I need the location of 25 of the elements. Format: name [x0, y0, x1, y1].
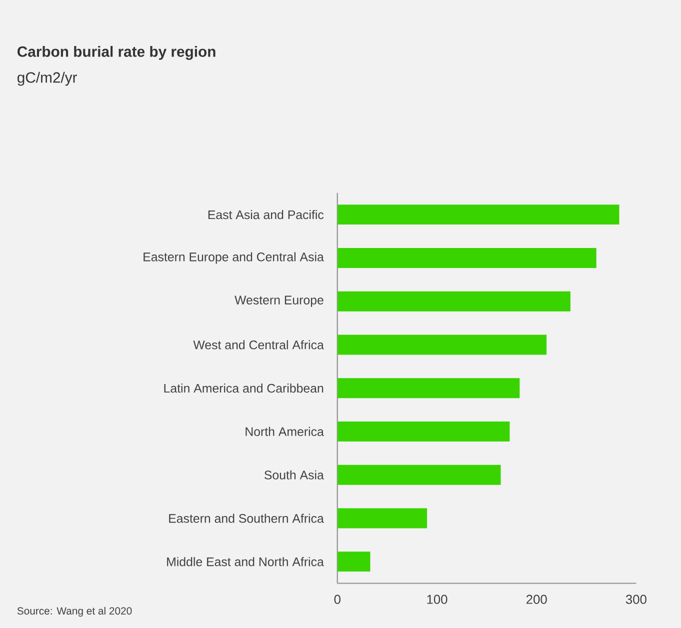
bar	[337, 421, 510, 442]
x-tick-label: 200	[526, 594, 547, 604]
y-tick-label: North America	[246, 426, 324, 436]
y-tick-label: West and Central Africa	[193, 340, 324, 350]
text: Carbon burial rate by region	[18, 46, 216, 60]
source-note: Source: Wang et al 2020	[17, 606, 132, 616]
y-tick-label: Latin America and Caribbean	[164, 383, 324, 392]
bar	[337, 248, 596, 268]
bar	[337, 551, 370, 572]
y-tick-label: Middle East and North Africa	[167, 556, 324, 566]
y-tick-label: Eastern Europe and Central Asia	[144, 252, 324, 264]
bar	[337, 508, 428, 528]
x-tick-label: 100	[427, 594, 448, 604]
y-tick-label: East Asia and Pacific	[208, 210, 324, 219]
bar	[337, 204, 620, 224]
x-tick-label: 300	[626, 594, 646, 604]
text: gC/m2/yr	[18, 72, 78, 86]
y-tick-label: Eastern and Southern Africa	[169, 513, 324, 523]
bar	[337, 291, 570, 312]
y-tick-label: Western Europe	[234, 296, 324, 307]
bar	[337, 334, 547, 354]
x-tick-label: 0	[334, 594, 340, 604]
bar	[337, 464, 501, 485]
bar	[337, 378, 520, 398]
y-tick-label: South Asia	[264, 470, 324, 480]
